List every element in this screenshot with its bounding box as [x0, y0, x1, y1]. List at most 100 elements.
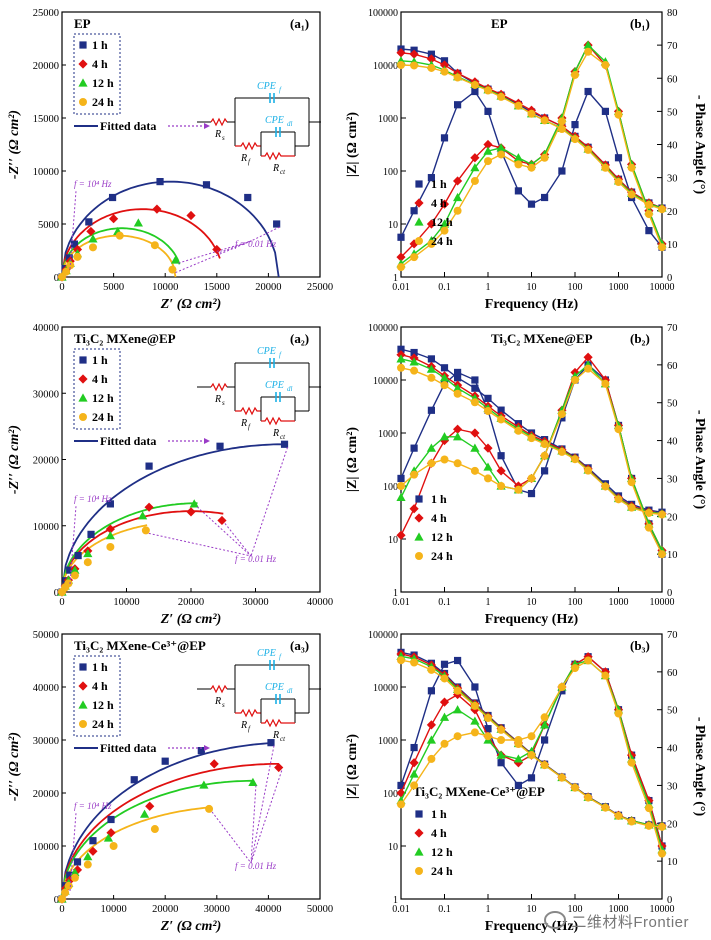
circuit-cpedl-sub: dl [287, 385, 293, 393]
data-point [89, 837, 97, 845]
data-point [168, 265, 177, 274]
annot-f-high: f = 10⁴ Hz [74, 801, 112, 811]
modulus-point [470, 80, 479, 89]
phase-point [558, 167, 566, 175]
phase-point [440, 455, 449, 464]
circuit-rf-label: R [240, 153, 247, 164]
phase-point [644, 210, 653, 219]
y-axis-label: |Z| (Ω cm²) [345, 427, 360, 492]
phase-point [484, 725, 492, 733]
phase-point [470, 443, 480, 452]
data-point [73, 252, 82, 261]
fit-curve-1h [61, 443, 285, 593]
phase-point [614, 110, 623, 119]
legend-label: 12 h [92, 76, 114, 90]
modulus-point [410, 348, 418, 357]
y-tick-label: 100000 [368, 630, 398, 641]
phase-point [470, 153, 480, 163]
fit-curve-12h [61, 779, 253, 900]
phase-point [571, 376, 579, 384]
y-tick-label: 1 [393, 273, 398, 284]
annot-f-low: f = 0.01 Hz [235, 861, 277, 871]
y-tick-label: 40000 [33, 323, 59, 334]
circuit-rf-sub: f [248, 158, 251, 166]
legend-label: 1 h [431, 807, 447, 821]
phase-point [527, 200, 536, 208]
circuit-rf-label: R [240, 720, 247, 731]
x-tick-label: 30000 [242, 597, 268, 608]
legend-label: 24 h [92, 95, 114, 109]
modulus-point [601, 163, 610, 172]
y2-tick-label: 60 [667, 74, 678, 85]
legend-marker [78, 78, 88, 87]
phase-point [453, 206, 462, 215]
modulus-point [440, 381, 449, 390]
phase-point [540, 736, 549, 744]
modulus-point [452, 383, 463, 392]
phase-point [527, 474, 536, 483]
data-point [248, 777, 258, 786]
phase-point [426, 720, 437, 730]
circuit-cpedl-sub: dl [287, 687, 293, 695]
x-tick-label: 25000 [307, 282, 333, 293]
y-tick-label: 30000 [33, 736, 59, 747]
x-tick-label: 10000 [152, 282, 178, 293]
phase-point [497, 482, 506, 490]
phase-point [397, 474, 405, 483]
y-tick-label: 0 [54, 273, 59, 284]
y-tick-label: 0 [54, 895, 59, 906]
modulus-point [557, 447, 566, 456]
y-tick-label: 1 [393, 895, 398, 906]
modulus-point [471, 384, 479, 392]
legend-marker [415, 810, 423, 818]
phase-point [453, 732, 462, 741]
legend-label: 12 h [431, 530, 453, 544]
legend-box [73, 348, 121, 430]
y-tick-label: 10 [388, 535, 398, 546]
annot-f-low-arrow [250, 447, 288, 557]
circuit-rf-label: R [240, 418, 247, 429]
data-point [83, 558, 92, 567]
data-point [197, 747, 205, 755]
panel-label: (b₂) [630, 331, 650, 346]
phase-point [396, 252, 406, 262]
circuit-arrow-head [204, 123, 210, 129]
legend-label: 12 h [92, 698, 114, 712]
data-point [106, 500, 114, 508]
data-point [274, 762, 284, 773]
modulus-line-12h [400, 655, 663, 827]
data-point [150, 825, 159, 834]
circuit-rct-sub: ct [280, 735, 286, 743]
y2-tick-label: 30 [667, 781, 678, 792]
y2-axis-label: - Phase Angle (°) [692, 95, 707, 195]
legend-marker [415, 495, 423, 503]
modulus-point [396, 354, 406, 363]
phase-point [571, 664, 579, 673]
y-tick-label: 1000 [378, 736, 398, 747]
phase-point [627, 478, 636, 487]
phase-point [539, 720, 550, 729]
data-point [58, 895, 66, 903]
x-tick-label: 30000 [204, 904, 230, 915]
x-tick-label: 0.01 [392, 904, 410, 915]
phase-point [471, 683, 479, 691]
x-tick-label: 15000 [204, 282, 230, 293]
modulus-point [440, 674, 449, 683]
legend-label: 12 h [431, 215, 453, 229]
data-point [74, 551, 82, 560]
x-tick-label: 100 [568, 597, 583, 608]
phase-point [440, 134, 449, 142]
circuit-arrow-head [204, 745, 210, 751]
annot-f-low: f = 0.01 Hz [235, 239, 277, 249]
legend-marker [414, 847, 424, 856]
plot-frame [61, 633, 321, 900]
legend-label: 24 h [92, 717, 114, 731]
y-axis-label: -Z′′ (Ω cm²) [7, 110, 22, 179]
circuit-rs-sub: s [222, 701, 225, 709]
data-point [107, 815, 115, 824]
modulus-point [614, 178, 623, 187]
data-point [108, 193, 117, 202]
resistor-rct [261, 151, 295, 161]
y2-tick-label: 40 [667, 141, 678, 152]
y2-tick-label: 20 [667, 512, 678, 523]
